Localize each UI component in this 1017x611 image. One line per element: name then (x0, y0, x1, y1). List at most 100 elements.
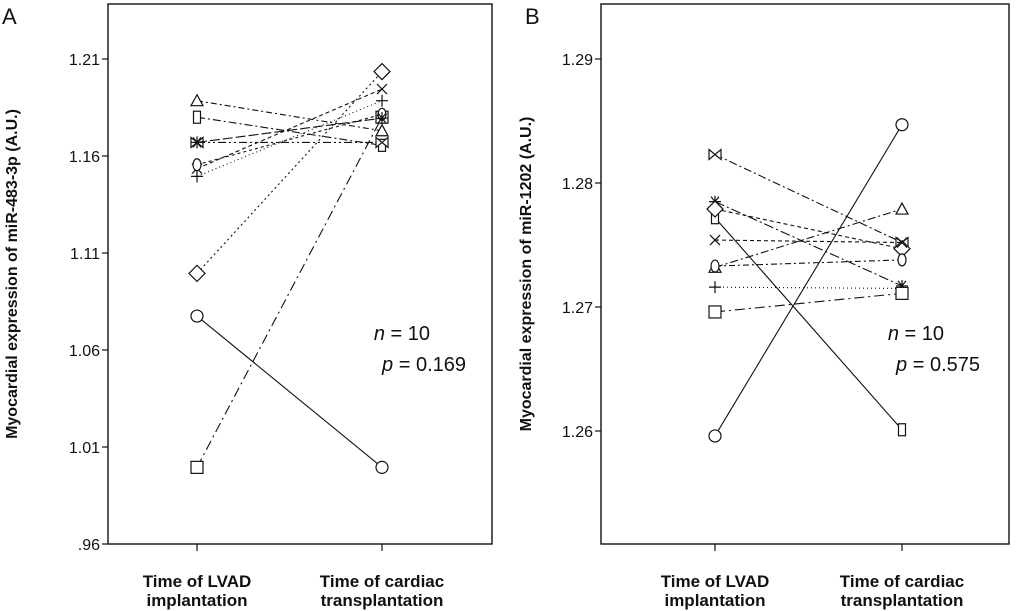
panel-a-x-category-label: implantation (146, 591, 247, 610)
panel-a-data-point (376, 83, 388, 95)
panel-b-series-9 (709, 281, 908, 295)
panel-b-x-category-label: transplantation (841, 591, 964, 610)
panel-b-series-5 (706, 200, 911, 258)
panel-b-series-4 (709, 195, 908, 292)
panel-b-series-7 (707, 201, 910, 273)
panel-a-y-axis-label: Myocardial expression of miR-483-3p (A.U… (4, 109, 21, 439)
panel-b-data-point (897, 253, 907, 267)
panel-b-x-category-label: Time of LVAD (661, 572, 770, 591)
panel-b-y-ticks: 1.26 1.27 1.28 1.29 (562, 52, 601, 441)
panel-a-series-8 (190, 136, 389, 149)
panel-b-y-tick-label: 1.28 (562, 176, 593, 193)
panel-b-letter: B (525, 4, 540, 29)
panel-a-p-value: = 0.169 (393, 354, 466, 376)
panel-a-series (188, 62, 391, 474)
panel-b-data-point (894, 201, 910, 215)
panel-a-y-tick-label: .96 (78, 537, 100, 554)
panel-b-series-6 (709, 234, 908, 248)
panel-a-p-annotation: p = 0.169 (381, 354, 466, 376)
panel-b-series-line (714, 153, 903, 244)
panel-b-data-point (709, 281, 721, 294)
panel-a-y-ticks: .96 1.01 1.06 1.11 1.16 1.21 (69, 52, 108, 554)
panel-b-data-point (708, 148, 722, 161)
panel-b-data-point (897, 423, 907, 437)
panel-a-y-tick-label: 1.16 (69, 149, 100, 166)
panel-b-series-line (714, 208, 903, 250)
panel-a-series-9 (192, 107, 387, 172)
panel-a-series-line (196, 71, 383, 274)
panel-a-x-category-label: Time of LVAD (143, 572, 252, 591)
panel-a-data-point (373, 62, 391, 81)
panel-b-data-point (895, 118, 909, 132)
panel-a-data-point (374, 123, 390, 137)
panel-b-x-category-label: Time of cardiac (840, 572, 964, 591)
panel-a-series-line (196, 315, 383, 468)
panel-a-series-6 (191, 83, 388, 175)
panel-b-n-symbol: n (888, 323, 899, 345)
panel-a-x-category-label: Time of cardiac (320, 572, 444, 591)
panel-b-y-tick-label: 1.26 (562, 424, 593, 441)
panel-a-data-point (191, 136, 203, 149)
panel-a-data-point (192, 158, 202, 172)
panel-b-y-tick-label: 1.29 (562, 52, 593, 69)
panel-b-series-2 (710, 211, 907, 437)
panel-a-y-tick-label: 1.01 (69, 440, 100, 457)
panel-a-y-tick-label: 1.21 (69, 52, 100, 69)
panel-b-series-1 (708, 118, 909, 443)
panel-a-y-tick-label: 1.11 (70, 246, 100, 263)
panel-b-p-symbol: p (895, 354, 907, 376)
panel-b-data-point (709, 234, 721, 246)
panel-a-data-point (376, 94, 388, 107)
panel-a-p-symbol: p (381, 354, 393, 376)
panel-a-series-2 (190, 110, 389, 474)
panel-b-series-line (714, 124, 903, 437)
panel-a: A Myocardial expression of miR-483-3p (A… (2, 3, 493, 610)
panel-b-series-8 (710, 253, 907, 273)
panel-b-data-point (708, 305, 722, 319)
panel-b-n-value: = 10 (899, 323, 944, 345)
panel-a-series-line (196, 116, 383, 468)
panel-b-series-line (714, 292, 903, 313)
panel-b-y-tick-label: 1.27 (562, 300, 593, 317)
panel-a-series-10 (191, 112, 388, 149)
panel-a-data-point (189, 93, 205, 107)
panel-a-n-symbol: n (374, 323, 385, 345)
panel-b-y-axis-label: Myocardial expression of miR-1202 (A.U.) (518, 117, 535, 432)
panel-b-data-point (710, 259, 720, 273)
panel-a-y-tick-label: 1.06 (69, 343, 100, 360)
panel-a-series-7 (191, 94, 388, 183)
panel-a-data-point (188, 264, 206, 283)
panel-a-data-point (375, 136, 389, 149)
panel-a-data-point (190, 460, 204, 474)
panel-a-series-line (196, 113, 383, 166)
panel-b-data-point (896, 237, 908, 248)
panel-b-x-category-label: implantation (664, 591, 765, 610)
panel-b-n-annotation: n = 10 (888, 323, 944, 345)
panel-a-series-4 (189, 93, 390, 137)
panel-b-data-point (895, 286, 909, 300)
panel-b-series (706, 118, 911, 443)
panel-b-series-line (714, 201, 903, 287)
panel-b-p-value: = 0.575 (907, 354, 980, 376)
panel-a-data-point (190, 309, 204, 323)
panel-b-series-line (714, 217, 903, 431)
panel-a-data-point (376, 112, 388, 125)
panel-a-series-line (196, 117, 383, 143)
panel-a-plot-frame (107, 3, 493, 545)
panel-a-data-point (191, 170, 203, 183)
panel-a-series-1 (190, 309, 389, 474)
panel-a-series-line (196, 116, 383, 146)
panel-a-n-annotation: n = 10 (374, 323, 430, 345)
panel-a-series-3 (188, 62, 391, 283)
panel-b-series-line (714, 259, 903, 267)
panel-b-data-point (706, 200, 724, 218)
panel-b-series-line (714, 239, 903, 244)
panel-b-series-10 (708, 286, 909, 319)
panel-a-n-value: = 10 (385, 323, 430, 345)
panel-a-letter: A (2, 4, 17, 29)
panel-a-data-point (192, 110, 202, 124)
panel-a-data-point (375, 460, 389, 474)
